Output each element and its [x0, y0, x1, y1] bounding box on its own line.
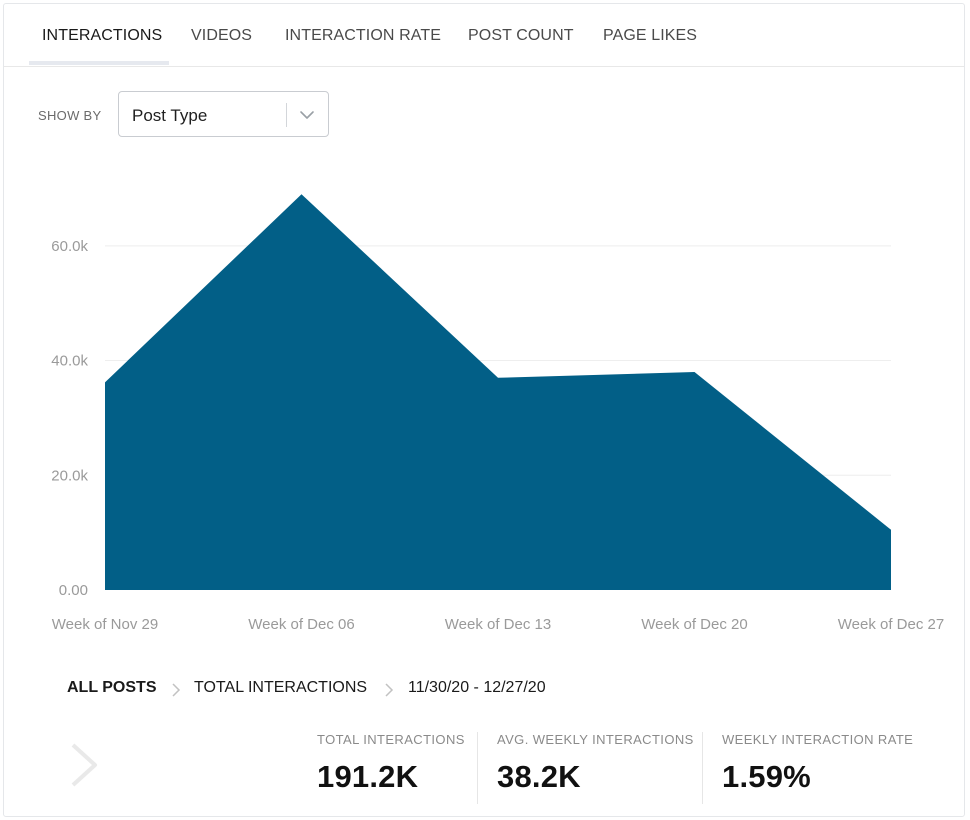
stat-divider: [477, 732, 478, 804]
stat-total-interactions: TOTAL INTERACTIONS 191.2K: [317, 732, 465, 804]
stat-value: 38.2K: [497, 759, 581, 794]
stat-label: TOTAL INTERACTIONS: [317, 732, 465, 747]
x-tick-label: Week of Dec 27: [838, 616, 944, 633]
tab-interactions[interactable]: INTERACTIONS: [42, 27, 163, 44]
area-series: [105, 194, 891, 591]
stat-label: WEEKLY INTERACTION RATE: [722, 732, 914, 747]
chevron-down-icon: [300, 111, 314, 119]
x-tick-label: Week of Nov 29: [52, 616, 158, 633]
stat-avg-weekly-interactions: AVG. WEEKLY INTERACTIONS 38.2K: [497, 732, 694, 804]
chevron-right-icon[interactable]: [67, 739, 103, 791]
stat-divider: [702, 732, 703, 804]
x-tick-label: Week of Dec 13: [445, 616, 551, 633]
y-tick-label: 20.0k: [51, 467, 88, 484]
x-tick-label: Week of Dec 06: [248, 616, 354, 633]
stat-value: 1.59%: [722, 759, 811, 794]
breadcrumb-total-interactions[interactable]: TOTAL INTERACTIONS: [194, 679, 368, 696]
metric-tabs: INTERACTIONS VIDEOS INTERACTION RATE POS…: [4, 4, 964, 67]
show-by-select[interactable]: Post Type: [118, 91, 329, 137]
tab-interaction-rate[interactable]: INTERACTION RATE: [285, 27, 441, 44]
stat-label: AVG. WEEKLY INTERACTIONS: [497, 732, 694, 747]
tab-videos[interactable]: VIDEOS: [191, 27, 253, 44]
interactions-area-chart: 0.00 20.0k 40.0k 60.0k Week of Nov 29 Week of…: [51, 194, 944, 633]
stat-value: 191.2K: [317, 759, 419, 794]
tab-page-likes[interactable]: PAGE LIKES: [603, 27, 698, 44]
active-tab-indicator: [29, 61, 169, 65]
select-divider: [286, 103, 287, 127]
y-tick-label: 40.0k: [51, 353, 88, 370]
chevron-right-icon: [385, 683, 394, 697]
breadcrumb-all-posts[interactable]: ALL POSTS: [67, 679, 157, 696]
y-tick-label: 60.0k: [51, 238, 88, 255]
show-by-label: SHOW BY: [38, 108, 102, 123]
stat-weekly-interaction-rate: WEEKLY INTERACTION RATE 1.59%: [722, 732, 913, 804]
tab-post-count[interactable]: POST COUNT: [468, 27, 574, 44]
breadcrumb-date-range: 11/30/20 - 12/27/20: [408, 679, 546, 696]
y-tick-label: 0.00: [59, 582, 88, 599]
chevron-right-icon: [172, 683, 181, 697]
show-by-selected-value: Post Type: [132, 106, 208, 125]
x-tick-label: Week of Dec 20: [641, 616, 747, 633]
interactions-panel: INTERACTIONS VIDEOS INTERACTION RATE POS…: [3, 3, 965, 817]
